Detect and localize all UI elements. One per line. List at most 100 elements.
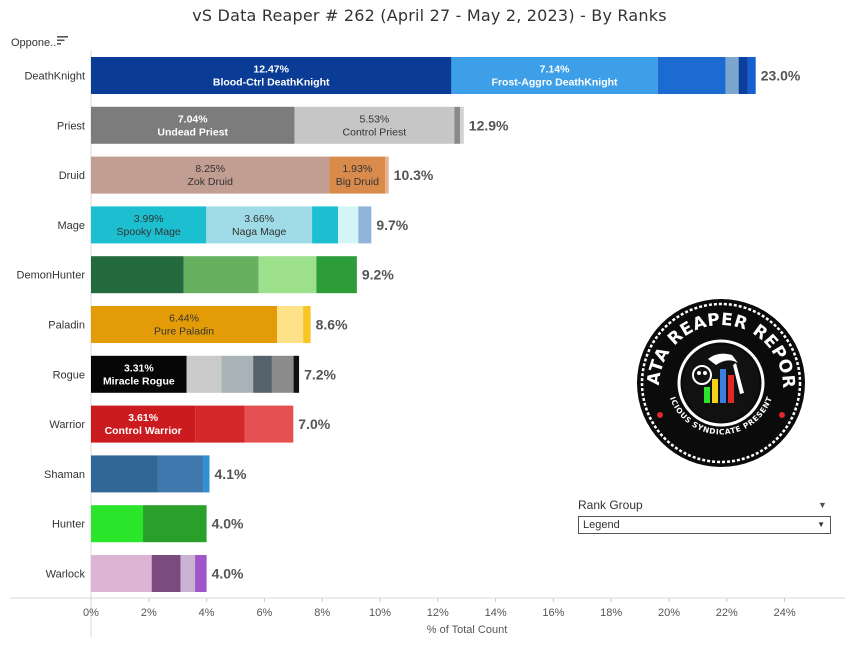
bar-segment <box>385 156 389 194</box>
segment-percent-label: 6.44% <box>169 313 199 325</box>
x-tick-label: 0% <box>83 607 99 619</box>
bar-segment <box>451 57 658 94</box>
bar-segment <box>91 555 152 592</box>
bar-segment <box>91 57 452 94</box>
bar-segment <box>293 355 300 393</box>
segment-percent-label: 7.04% <box>178 113 208 125</box>
bar-segment <box>312 206 339 244</box>
bar-segment <box>91 206 207 244</box>
rank-group-title: Rank Group <box>578 498 643 512</box>
bar-segment <box>186 355 222 393</box>
segment-percent-label: 3.61% <box>128 412 158 424</box>
bar-segment <box>258 256 317 294</box>
bar-total-label: 7.0% <box>298 416 330 432</box>
category-label: Hunter <box>52 519 85 531</box>
rank-group-menu-icon[interactable]: ▼ <box>818 500 827 510</box>
x-tick-label: 22% <box>716 607 738 619</box>
rank-group-value: Legend <box>583 519 620 531</box>
bar-segment <box>91 306 278 343</box>
bar-segment <box>460 106 464 144</box>
category-label: Druid <box>59 170 85 182</box>
segment-archetype-label: Frost-Aggro DeathKnight <box>492 77 618 89</box>
category-label: Mage <box>57 220 85 232</box>
bar-segment <box>358 206 372 244</box>
bar-segment <box>294 106 455 144</box>
bar-segment <box>338 206 359 244</box>
segment-percent-label: 8.25% <box>195 163 225 175</box>
category-label: Rogue <box>53 369 85 381</box>
segment-archetype-label: Spooky Mage <box>117 226 181 238</box>
bar-segment <box>183 256 259 294</box>
x-tick-label: 20% <box>658 607 680 619</box>
row-header-opponent[interactable]: Oppone.. <box>11 37 57 49</box>
x-tick-label: 12% <box>427 607 449 619</box>
bar-segment <box>91 405 196 443</box>
rank-group-dropdown[interactable]: Legend ▼ <box>578 516 831 534</box>
bar-total-label: 12.9% <box>469 117 509 133</box>
segment-percent-label: 5.53% <box>359 113 389 125</box>
bar-segment <box>316 256 357 294</box>
page-title: vS Data Reaper # 262 (April 27 - May 2, … <box>192 6 667 25</box>
x-tick-label: 8% <box>314 607 330 619</box>
bar-segment <box>91 106 295 144</box>
segment-archetype-label: Pure Paladin <box>154 326 214 338</box>
bar-total-label: 4.0% <box>212 566 244 582</box>
category-label: Paladin <box>48 320 85 332</box>
bar-total-label: 7.2% <box>304 366 336 382</box>
category-label: Shaman <box>44 469 85 481</box>
segment-archetype-label: Undead Priest <box>157 126 228 138</box>
bar-segment <box>657 57 726 94</box>
category-label: Warrior <box>49 419 85 431</box>
bar-segment <box>454 106 461 144</box>
category-label: Warlock <box>46 569 86 581</box>
bar-segment <box>738 57 748 94</box>
bar-segment <box>303 306 311 343</box>
bar-total-label: 10.3% <box>394 167 434 183</box>
bar-segment <box>195 405 245 443</box>
segment-archetype-label: Zok Druid <box>187 176 233 188</box>
sort-icon[interactable] <box>57 35 69 45</box>
bar-segment <box>203 455 210 493</box>
x-tick-label: 6% <box>256 607 272 619</box>
segment-archetype-label: Control Warrior <box>105 425 182 437</box>
segment-archetype-label: Miracle Rogue <box>103 375 175 387</box>
category-label: DeathKnight <box>24 71 85 83</box>
x-tick-label: 18% <box>600 607 622 619</box>
category-label: DemonHunter <box>17 270 86 282</box>
x-tick-label: 14% <box>485 607 507 619</box>
bar-segment <box>143 505 207 543</box>
segment-archetype-label: Blood-Ctrl DeathKnight <box>213 77 330 89</box>
bar-total-label: 9.7% <box>376 217 408 233</box>
chevron-down-icon: ▼ <box>817 520 825 529</box>
bar-segment <box>151 555 181 592</box>
segment-archetype-label: Naga Mage <box>232 226 286 238</box>
bar-total-label: 4.0% <box>212 516 244 532</box>
bar-segment <box>180 555 196 592</box>
bar-segment <box>277 306 304 343</box>
x-tick-label: 16% <box>542 607 564 619</box>
x-axis-title: % of Total Count <box>427 624 508 636</box>
bar-segment <box>747 57 756 94</box>
segment-percent-label: 12.47% <box>253 64 289 76</box>
bar-segment <box>244 405 294 443</box>
bar-segment <box>725 57 739 94</box>
bar-segment <box>157 455 204 493</box>
bar-segment <box>91 505 144 543</box>
data-reaper-logo: DATA REAPER REPORT VICIOUS SYNDICATE PRE… <box>636 295 805 467</box>
segment-percent-label: 7.14% <box>540 64 570 76</box>
segment-percent-label: 1.93% <box>342 163 372 175</box>
segment-archetype-label: Big Druid <box>336 176 379 188</box>
segment-archetype-label: Control Priest <box>343 126 407 138</box>
bar-segment <box>91 355 187 393</box>
x-tick-label: 2% <box>141 607 157 619</box>
x-tick-label: 4% <box>199 607 215 619</box>
segment-percent-label: 3.99% <box>134 213 164 225</box>
bar-segment <box>329 156 386 194</box>
bar-segment <box>206 206 313 244</box>
bar-segment <box>195 555 207 592</box>
bar-total-label: 9.2% <box>362 267 394 283</box>
bar-segment <box>221 355 254 393</box>
bar-segment <box>271 355 294 393</box>
bar-total-label: 8.6% <box>316 317 348 333</box>
category-label: Priest <box>57 120 85 132</box>
